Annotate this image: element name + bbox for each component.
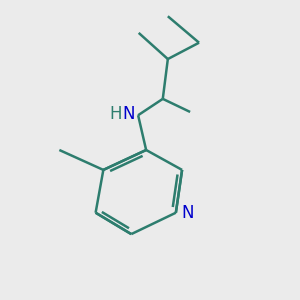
Text: N: N	[181, 204, 194, 222]
Text: N: N	[123, 105, 135, 123]
Text: H: H	[109, 105, 122, 123]
